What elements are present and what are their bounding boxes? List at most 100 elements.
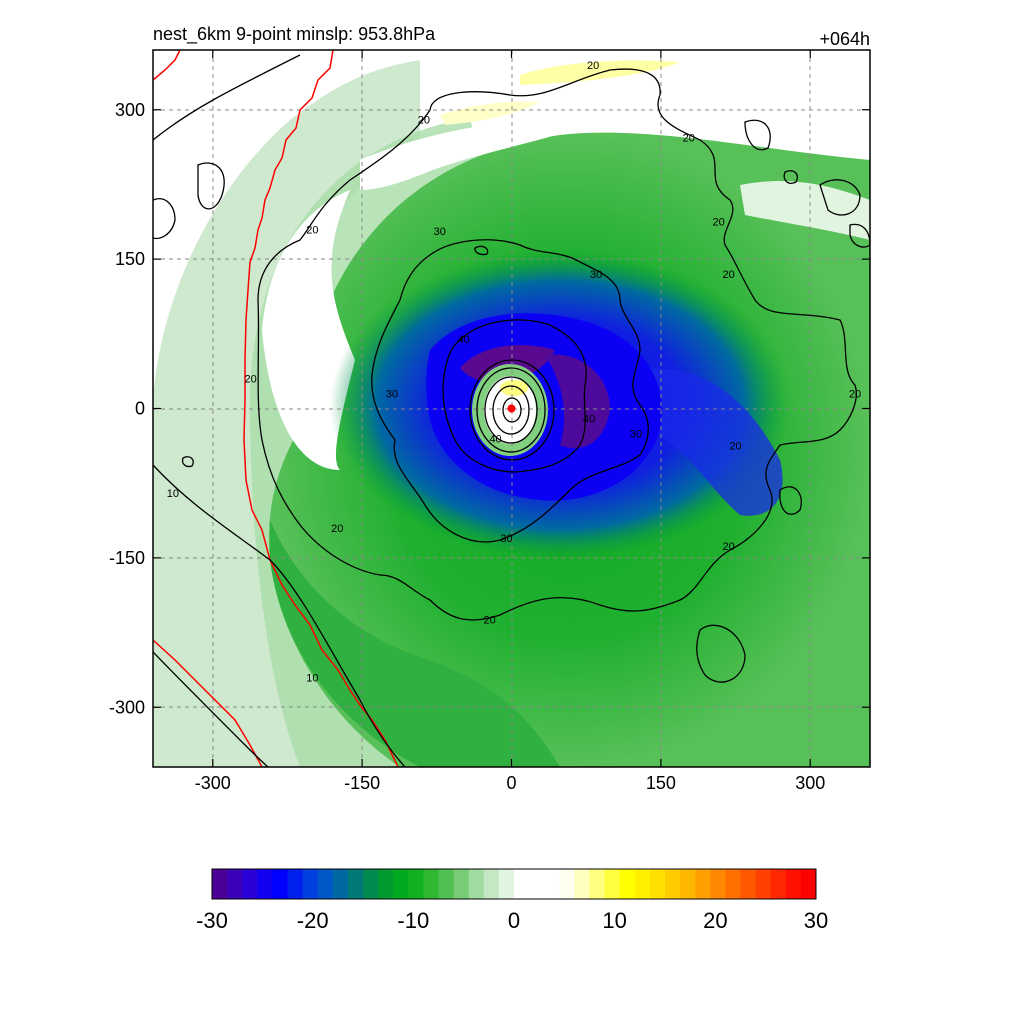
field-white-north xyxy=(360,117,600,190)
contour-label: 30 xyxy=(386,389,398,401)
y-tick-label: -150 xyxy=(109,548,145,568)
x-tick-label: 0 xyxy=(506,773,516,793)
y-tick-label: -300 xyxy=(109,697,145,717)
contour-label: 20 xyxy=(306,224,318,236)
colorbar-swatch xyxy=(408,869,424,899)
contour-10-far-sw xyxy=(153,651,269,767)
contour-label: 10 xyxy=(306,672,318,684)
colorbar-swatch xyxy=(725,869,741,899)
contour-30 xyxy=(371,239,649,543)
contour-label: 20 xyxy=(244,374,256,386)
colorbar-swatch xyxy=(438,869,455,899)
y-tick-label: 150 xyxy=(115,249,145,269)
colorbar-swatch xyxy=(302,869,319,899)
coastline-west xyxy=(243,50,399,767)
colorbar-swatch xyxy=(212,869,228,899)
colorbar-tick-label: -30 xyxy=(196,908,228,933)
contour-label: 30 xyxy=(630,428,642,440)
colorbar-swatch xyxy=(242,869,258,899)
colorbar: -30 -20 -10 0 10 20 30 xyxy=(196,868,828,933)
contour-eye-1 xyxy=(502,397,522,423)
contour-label: 20 xyxy=(729,440,741,452)
colorbar-swatch xyxy=(649,869,666,899)
field-yellow-north-2 xyxy=(440,101,540,125)
contour-label: 20 xyxy=(683,133,695,145)
colorbar-swatch xyxy=(393,869,409,899)
contour-label: 20 xyxy=(722,269,734,281)
wind-contours xyxy=(153,54,870,767)
contour-10-nw xyxy=(153,54,301,141)
x-tick-label: 300 xyxy=(795,773,825,793)
contour-20-island-9 xyxy=(181,456,194,468)
colorbar-swatch xyxy=(619,869,636,899)
storm-center-marker xyxy=(507,404,516,413)
contour-eye-5 xyxy=(469,359,555,461)
colorbar-swatch xyxy=(529,869,545,899)
y-tick-label: 300 xyxy=(115,100,145,120)
colorbar-swatch xyxy=(332,869,349,899)
contour-label: 40 xyxy=(458,334,470,346)
contour-30-island xyxy=(474,245,489,256)
field-blue-east xyxy=(640,368,783,516)
colorbar-frame xyxy=(211,868,817,900)
colorbar-tick-label: 20 xyxy=(703,908,727,933)
colorbar-swatch xyxy=(680,869,696,899)
contour-20-island-3 xyxy=(744,119,771,151)
chart-title: nest_6km 9-point minslp: 953.8hPa xyxy=(153,24,436,45)
colorbar-ticks: -30 -20 -10 0 10 20 30 xyxy=(196,908,828,933)
colorbar-swatch xyxy=(665,869,681,899)
field-white-ne xyxy=(740,180,870,240)
contour-eye-3 xyxy=(484,376,538,444)
y-tick-label: 0 xyxy=(135,399,145,419)
coastline-sw xyxy=(153,639,263,767)
contour-20-island-2 xyxy=(153,198,176,240)
colorbar-swatches xyxy=(212,869,817,899)
colorbar-tick-label: -10 xyxy=(397,908,429,933)
colorbar-swatch xyxy=(740,869,757,899)
x-axis: -300 -150 0 150 300 xyxy=(195,50,825,793)
contour-label: 20 xyxy=(418,115,430,127)
contour-labels: 10 10 20 20 20 20 20 20 20 20 20 20 20 20 30 30 30 30 30 40… xyxy=(167,60,861,684)
coastline xyxy=(153,50,399,767)
contour-20-island-8 xyxy=(783,170,799,184)
colorbar-swatch xyxy=(317,869,334,899)
y-axis: 300 150 0 -150 -300 xyxy=(109,100,870,717)
colorbar-swatch xyxy=(483,869,500,899)
colorbar-swatch xyxy=(363,869,379,899)
contour-label: 20 xyxy=(587,60,599,72)
colorbar-swatch xyxy=(287,869,304,899)
colorbar-swatch xyxy=(800,869,817,899)
contour-10-sw xyxy=(153,464,406,767)
colorbar-swatch xyxy=(770,869,787,899)
colorbar-swatch xyxy=(710,869,726,899)
colorbar-swatch xyxy=(589,869,606,899)
colorbar-swatch xyxy=(544,869,560,899)
contour-20-outer xyxy=(257,68,857,621)
colorbar-swatch xyxy=(604,869,621,899)
contour-eye-2 xyxy=(492,385,530,435)
contour-label: 10 xyxy=(167,488,179,500)
colorbar-swatch xyxy=(755,869,772,899)
colorbar-swatch xyxy=(498,869,515,899)
colorbar-swatch xyxy=(227,869,243,899)
colorbar-swatch xyxy=(347,869,364,899)
colorbar-tick-label: 0 xyxy=(508,908,520,933)
contour-label: 30 xyxy=(434,226,446,238)
contour-20-island-1 xyxy=(197,162,225,210)
contour-label: 20 xyxy=(722,541,734,553)
contour-eye-4 xyxy=(476,367,546,453)
contour-20-island-6 xyxy=(696,624,746,683)
contour-20-island-7 xyxy=(779,486,802,515)
forecast-hour: +064h xyxy=(819,29,870,49)
plot-area: 10 10 20 20 20 20 20 20 20 20 20 20 20 20 30 30 30 30 30 40… xyxy=(153,50,870,767)
colorbar-tick-label: 30 xyxy=(804,908,828,933)
contour-20-island-4 xyxy=(819,179,861,216)
colorbar-swatch xyxy=(272,869,288,899)
contour-label: 30 xyxy=(590,269,602,281)
contour-label: 20 xyxy=(331,523,343,535)
x-tick-label: -300 xyxy=(195,773,231,793)
colorbar-swatch xyxy=(453,869,470,899)
colorbar-swatch xyxy=(423,869,439,899)
colorbar-swatch xyxy=(634,869,651,899)
contour-label: 20 xyxy=(483,615,495,627)
